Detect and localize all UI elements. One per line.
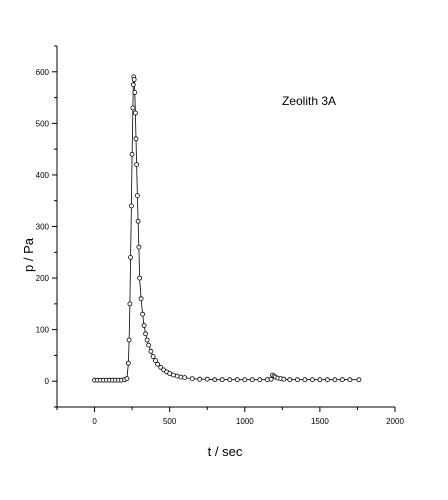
data-point — [150, 354, 156, 359]
data-point — [227, 377, 233, 383]
data-point — [170, 372, 176, 378]
data-point — [127, 301, 133, 307]
y-tick-label: 500 — [36, 119, 50, 128]
y-axis-label: p / Pa — [21, 237, 36, 272]
data-point — [128, 203, 134, 209]
data-point — [130, 105, 136, 111]
data-point — [332, 377, 338, 383]
x-tick-label: 2000 — [386, 417, 404, 426]
data-point — [134, 162, 140, 168]
data-point — [130, 82, 136, 88]
data-point — [135, 218, 141, 224]
data-point — [219, 377, 225, 383]
chart-annotation: Zeolith 3A — [282, 94, 336, 108]
data-point — [204, 376, 210, 382]
data-point — [125, 360, 131, 366]
data-point — [317, 377, 323, 383]
data-point — [140, 311, 146, 317]
series-line — [94, 76, 359, 381]
data-point — [189, 376, 195, 382]
data-point — [294, 377, 300, 383]
data-point — [257, 377, 263, 383]
y-tick-label: 200 — [36, 274, 50, 283]
data-point — [134, 193, 140, 199]
x-tick-label: 1000 — [236, 417, 254, 426]
data-point — [242, 377, 248, 383]
data-point — [128, 254, 134, 260]
data-point — [212, 377, 218, 383]
data-point — [131, 77, 137, 82]
data-point — [132, 90, 138, 95]
x-tick-label: 1500 — [311, 417, 329, 426]
data-point — [146, 342, 152, 348]
data-point — [178, 374, 184, 380]
data-point — [324, 377, 330, 383]
data-point — [234, 377, 240, 383]
y-tick-label: 300 — [36, 223, 50, 232]
data-point — [126, 337, 132, 343]
data-points — [92, 74, 362, 383]
y-tick-label: 0 — [45, 377, 50, 386]
data-point — [309, 377, 315, 383]
data-point — [287, 377, 293, 383]
y-tick-label: 100 — [36, 326, 50, 335]
data-point — [152, 358, 158, 364]
data-point — [249, 377, 255, 383]
axes: 0 100 200 300 400 500 600 0 500 1000 1500 2000 — [36, 45, 404, 426]
data-point — [356, 377, 362, 383]
y-tick-label: 600 — [36, 68, 50, 77]
data-point — [143, 331, 149, 337]
data-point — [158, 364, 164, 370]
data-point — [133, 136, 139, 142]
x-axis-label: t / sec — [208, 444, 243, 459]
data-point — [137, 275, 143, 281]
data-point — [264, 377, 270, 383]
data-point — [182, 375, 188, 381]
data-point — [148, 348, 154, 354]
data-point — [136, 244, 142, 250]
data-point — [129, 151, 135, 157]
data-point — [339, 377, 345, 383]
data-point — [347, 377, 353, 383]
data-point — [124, 376, 130, 382]
y-tick-label: 400 — [36, 171, 50, 180]
data-point — [141, 323, 147, 328]
data-point — [197, 376, 203, 382]
data-point — [144, 337, 150, 343]
data-point — [155, 361, 161, 367]
data-point — [281, 376, 287, 382]
data-point — [268, 376, 274, 382]
data-point — [132, 110, 138, 116]
x-tick-label: 0 — [92, 417, 97, 426]
data-point — [302, 377, 308, 383]
data-point — [138, 296, 144, 302]
x-tick-label: 500 — [163, 417, 177, 426]
